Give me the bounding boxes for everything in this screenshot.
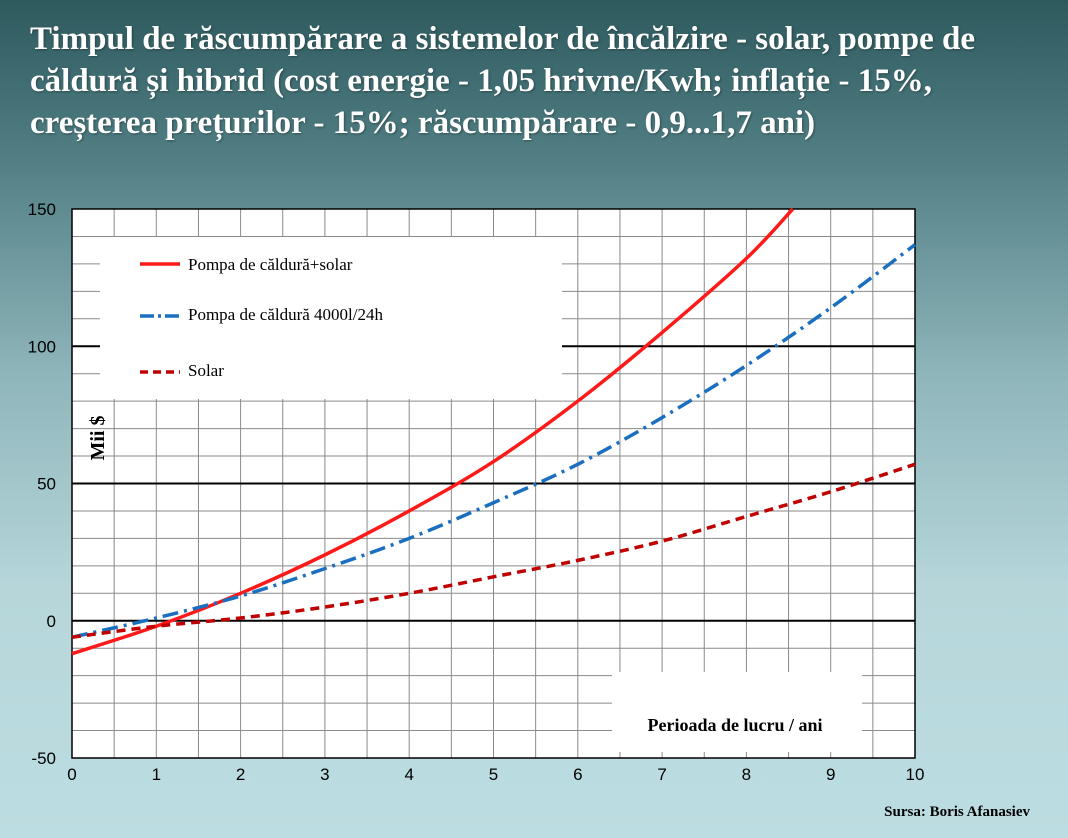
legend-label-heat-pump: Pompa de căldură 4000l/24h	[188, 305, 383, 324]
y-axis-label: Mii $	[87, 416, 109, 461]
x-tick-label: 6	[573, 765, 582, 784]
y-tick-label: 0	[47, 612, 56, 631]
y-tick-label: 50	[37, 475, 56, 494]
y-axis-ticks: 150 100 50 0 -50	[28, 200, 56, 768]
x-tick-label: 5	[489, 765, 498, 784]
x-axis-label: Perioada de lucru / ani	[648, 715, 823, 735]
x-tick-label: 7	[657, 765, 666, 784]
x-tick-label: 8	[742, 765, 751, 784]
y-tick-label: 150	[28, 200, 56, 219]
series-line-heat-pump-solar	[71, 207, 795, 656]
x-tick-label: 2	[236, 765, 245, 784]
x-tick-label: 3	[320, 765, 329, 784]
title-line-1: Timpul de răscumpărare a sistemelor de î…	[30, 21, 976, 57]
page-title: Timpul de răscumpărare a sistemelor de î…	[30, 18, 1050, 144]
x-tick-label: 10	[906, 765, 925, 784]
y-tick-label: -50	[31, 749, 56, 768]
legend-label-solar: Solar	[188, 361, 224, 380]
x-tick-label: 0	[67, 765, 76, 784]
series-line-heat-pump	[71, 243, 917, 639]
source-credit: Sursa: Boris Afanasiev	[884, 804, 1030, 820]
x-tick-label: 9	[826, 765, 835, 784]
series-layer	[71, 207, 917, 656]
y-tick-label: 100	[28, 337, 56, 356]
title-line-2: căldură și hibrid (cost energie - 1,05 h…	[30, 63, 932, 99]
x-axis-ticks: 0 1 2 3 4 5 6 7 8 9 10	[67, 765, 924, 784]
plot-border	[71, 208, 916, 759]
series-line-solar	[71, 462, 916, 639]
title-line-3: creșterea prețurilor - 15%; răscumpărare…	[30, 105, 816, 141]
x-tick-label: 4	[404, 765, 413, 784]
x-axis-label-bg	[612, 672, 862, 752]
x-tick-label: 1	[152, 765, 161, 784]
legend-label-heat-pump-solar: Pompa de căldură+solar	[188, 255, 353, 274]
